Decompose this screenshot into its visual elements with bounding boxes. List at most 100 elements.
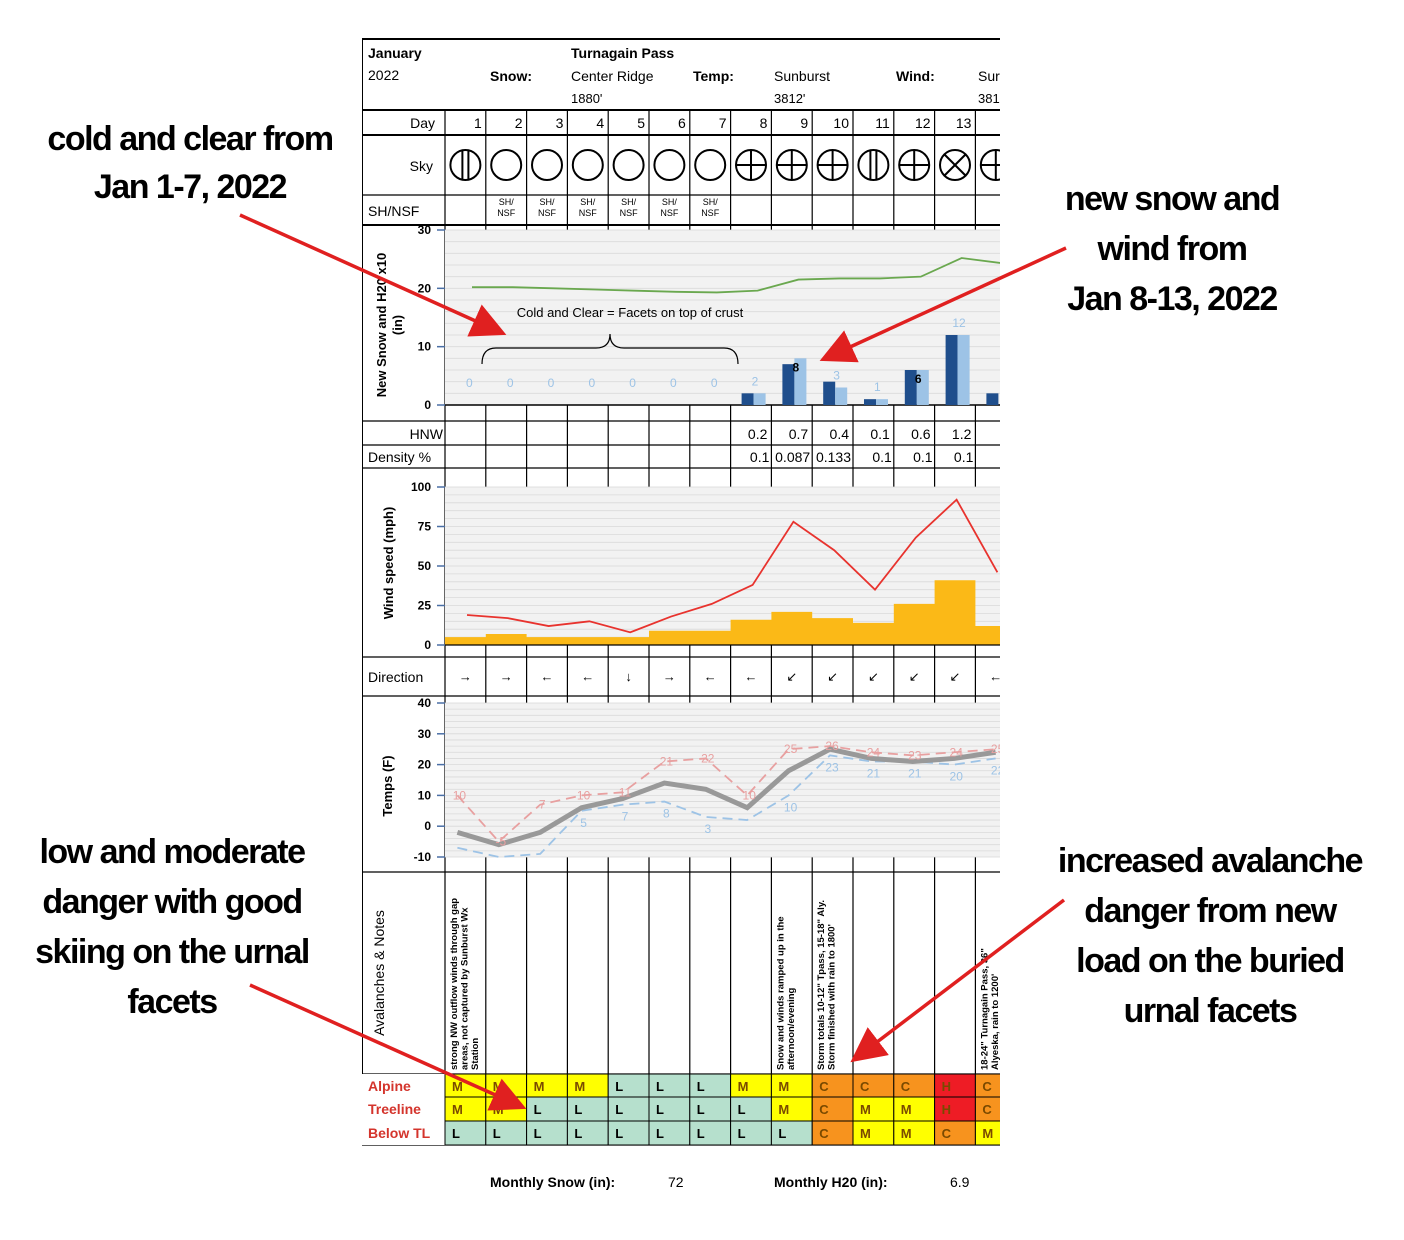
danger-cell xyxy=(852,1096,895,1122)
danger-rating: L xyxy=(574,1102,582,1117)
danger-rating: C xyxy=(819,1102,829,1117)
danger-cell xyxy=(730,1120,772,1146)
density-value: 0.1 xyxy=(954,449,974,465)
density-value: 0.087 xyxy=(775,449,810,465)
danger-rating: H xyxy=(942,1102,951,1117)
min-temp-label: 21 xyxy=(908,767,922,781)
snow-bar xyxy=(986,393,999,405)
shnsf-mark: SH/NSF xyxy=(538,197,557,218)
day-number: 10 xyxy=(833,115,849,131)
snow-bar xyxy=(835,387,848,405)
max-temp-label: 26 xyxy=(825,739,839,753)
snow-data-label: 0 xyxy=(507,376,514,390)
day-number: 1 xyxy=(1004,115,1012,131)
min-temp-label: 23 xyxy=(825,760,839,774)
snow-data-label: 6 xyxy=(915,372,922,386)
hnw-value: 0.4 xyxy=(830,426,850,442)
annotation-cold-clear: cold and clear from Jan 1-7, 2022 xyxy=(47,120,332,206)
sky-cover-icon xyxy=(694,149,727,181)
wind-direction-arrow: ↓ xyxy=(625,669,632,684)
max-temp-label: 24 xyxy=(867,745,881,759)
danger-rating: L xyxy=(778,1126,786,1141)
hnw-row-label: HNW xyxy=(410,426,444,442)
danger-cell xyxy=(974,1120,1000,1146)
day-number: 7 xyxy=(719,115,727,131)
sky-cover-icon xyxy=(490,149,523,181)
snow-bar xyxy=(916,370,929,405)
y-tick-label: 75 xyxy=(418,520,432,534)
y-tick-label: 10 xyxy=(418,340,432,354)
snow-bar xyxy=(782,364,795,405)
danger-rating: M xyxy=(534,1079,545,1094)
max-temp-label: 23 xyxy=(908,748,922,762)
min-temp-label: 7 xyxy=(622,810,629,824)
sky-cover-icon xyxy=(531,149,563,181)
hnw-value: 1.2 xyxy=(952,426,972,442)
monthly-h2o-value: 6.9 xyxy=(950,1174,970,1190)
danger-rating: L xyxy=(615,1079,623,1094)
wind-direction-arrow: ← xyxy=(541,669,554,684)
y-tick-label: 20 xyxy=(418,281,432,295)
snow-bar xyxy=(904,370,917,405)
shnsf-mark: SH/NSF xyxy=(620,197,639,218)
danger-cell xyxy=(811,1073,854,1099)
density-row-label: Density % xyxy=(368,449,431,465)
shnsf-mark: SH/NSF xyxy=(579,197,598,218)
snow-data-label: 0 xyxy=(466,376,473,390)
wind-direction-arrow: ↙ xyxy=(950,669,961,684)
max-temp-label: 10 xyxy=(743,788,757,802)
temp-label: Temp: xyxy=(693,68,734,84)
day-number: 2 xyxy=(515,115,523,131)
min-temp-label: 8 xyxy=(663,807,670,821)
day-number: 13 xyxy=(956,115,972,131)
danger-cell xyxy=(811,1096,854,1122)
hnw-value: 0.7 xyxy=(789,426,809,442)
danger-rating: L xyxy=(656,1102,664,1117)
danger-rating: L xyxy=(534,1102,542,1117)
danger-cell xyxy=(648,1073,691,1099)
sky-cover-icon xyxy=(612,149,645,181)
danger-rating: C xyxy=(982,1102,992,1117)
danger-cell xyxy=(974,1096,1000,1122)
snow-data-label: 0 xyxy=(711,376,718,390)
avalanche-note: Storm totals 10-12" Tpass, 15-18" Aly.St… xyxy=(816,900,838,1070)
danger-rating: L xyxy=(534,1126,542,1141)
y-tick-label: 0 xyxy=(424,398,431,412)
y-tick-label: 40 xyxy=(418,696,432,710)
min-temp-label: 20 xyxy=(950,770,964,784)
y-tick-label: 0 xyxy=(424,638,431,652)
min-temp-label: 21 xyxy=(867,767,881,781)
wind-direction-arrow: ← xyxy=(581,669,594,684)
y-tick-label: 10 xyxy=(418,788,432,802)
wind-direction-arrow: → xyxy=(663,669,676,684)
min-temp-label: 22 xyxy=(991,763,1005,777)
danger-label-cell xyxy=(362,1097,445,1121)
min-temp-label: 5 xyxy=(580,816,587,830)
annotation-increased-danger: increased avalanche danger from new load o… xyxy=(1058,842,1363,1030)
danger-rating: M xyxy=(901,1102,912,1117)
danger-cell xyxy=(526,1120,568,1146)
density-value: 0.1 xyxy=(913,449,933,465)
danger-rating: L xyxy=(615,1126,623,1141)
wind-direction-arrow: ← xyxy=(745,669,758,684)
avalanche-note: 18-24" Turnagain Pass, 36"Alyeska, rain … xyxy=(979,948,1001,1070)
day-number: 12 xyxy=(915,115,931,131)
day-number: 9 xyxy=(800,115,808,131)
wind-station: Sur xyxy=(978,68,1000,84)
danger-rating: L xyxy=(656,1079,664,1094)
snow-data-label: 8 xyxy=(792,360,799,374)
monthly-h2o-label: Monthly H20 (in): xyxy=(774,1174,888,1190)
day-number: 8 xyxy=(760,115,768,131)
y-tick-label: 30 xyxy=(418,727,432,741)
sky-cover-xline xyxy=(943,153,967,177)
snow-y-axis-label: New Snow and H20 x10(in) xyxy=(374,253,405,398)
sky-cover-icon xyxy=(571,149,604,181)
y-tick-label: 30 xyxy=(418,223,432,237)
cold-clear-brace xyxy=(481,333,739,365)
max-temp-label: 11 xyxy=(619,785,632,799)
danger-rating: C xyxy=(901,1079,911,1094)
danger-rating: M xyxy=(901,1126,912,1141)
min-temp-label: 10 xyxy=(784,800,798,814)
danger-cell xyxy=(485,1120,528,1146)
max-temp-label: 25 xyxy=(991,742,1005,756)
